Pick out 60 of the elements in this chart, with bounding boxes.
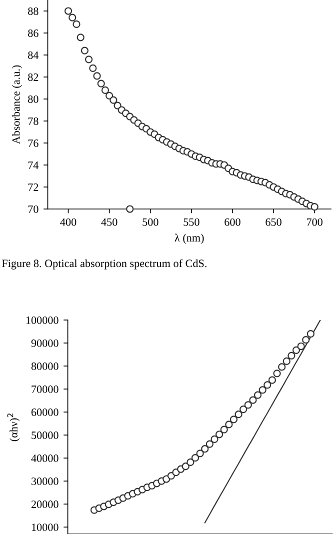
x-tick-label: 500 [142, 218, 158, 226]
point [273, 370, 281, 378]
y-axis-title: Absorbance (a.u.) [12, 65, 22, 144]
point [240, 405, 248, 414]
point [196, 450, 204, 458]
y-tick-label: 82 [28, 73, 38, 81]
x-tick-label: 550 [184, 218, 200, 226]
x-tick-label: 700 [306, 218, 322, 226]
point [215, 430, 224, 438]
y-tick-label: 80 [28, 95, 38, 103]
point [244, 401, 252, 409]
point [167, 472, 176, 480]
point [230, 416, 238, 424]
x-tick-label: 450 [101, 218, 118, 226]
point [306, 330, 314, 338]
caption: Figure 8. Optical absorption spectrum of CdS. [2, 259, 206, 270]
point [278, 363, 286, 371]
x-tick-label: 650 [266, 218, 282, 226]
y-tick-label: 80000 [31, 362, 58, 370]
y-tick-label: 20000 [31, 500, 58, 508]
y-axis-title: (αhν)$^{2}$ [7, 414, 20, 442]
x-tick-label: 400 [60, 218, 76, 226]
point [210, 435, 218, 444]
y-tick-label: 50000 [32, 432, 58, 440]
point [268, 376, 276, 384]
point [186, 458, 194, 466]
y-tick-label: 100000 [26, 316, 58, 324]
point [249, 396, 257, 404]
point [182, 462, 190, 470]
point [288, 352, 296, 360]
y-tick-label: 70000 [32, 386, 58, 394]
x-axis-title: λ (nm) [174, 234, 204, 244]
point [254, 391, 262, 399]
point [292, 346, 300, 354]
y-tick-label: 60000 [31, 408, 58, 416]
y-tick-label: 78 [28, 117, 38, 125]
y-tick-label: 74 [28, 162, 39, 169]
y-tick-label: 76 [28, 140, 38, 147]
point [297, 342, 305, 350]
point [264, 381, 272, 389]
y-tick-label: 88 [28, 7, 38, 15]
point [234, 410, 242, 418]
point [225, 420, 233, 428]
point [302, 336, 310, 344]
point [258, 386, 266, 394]
point [191, 454, 200, 462]
y-tick-label: 40000 [31, 454, 58, 462]
x-tick-label: 600 [224, 218, 240, 226]
line-series [204, 320, 321, 524]
y-tick-label: 10000 [32, 524, 58, 532]
y-tick-label: 84 [28, 51, 39, 59]
point [206, 440, 214, 448]
point [201, 445, 209, 453]
point [282, 357, 290, 366]
y-tick-label: 72 [28, 184, 38, 191]
y-tick-label: 30000 [32, 478, 58, 486]
point [220, 426, 228, 434]
y-tick-label: 90000 [31, 340, 58, 347]
y-tick-label: 86 [28, 29, 38, 37]
y-tick-label: 70 [28, 205, 38, 213]
